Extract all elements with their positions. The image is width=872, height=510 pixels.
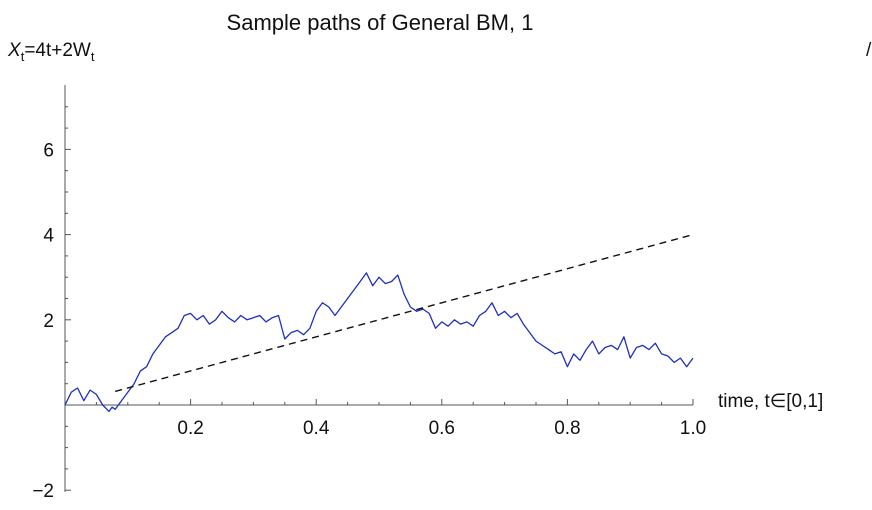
series-layer	[64, 233, 694, 413]
y-tick-label: −2	[32, 481, 54, 502]
y-label-var: X	[8, 40, 21, 61]
x-tick-label: 0.8	[554, 418, 580, 439]
y-tick-label: 6	[43, 140, 54, 161]
y-label-mid: =4t+2W	[24, 40, 91, 61]
y-axis-label: Xt=4t+2Wt	[8, 40, 94, 64]
y-label-sub-1: t	[20, 48, 25, 64]
x-tick-label: 0.2	[177, 418, 203, 439]
x-tick-label: 1.0	[680, 418, 706, 439]
sample-path-line	[64, 272, 694, 413]
x-tick-label: 0.4	[303, 418, 330, 439]
x-tick-label: 0.6	[429, 418, 455, 439]
y-tick-label: 4	[43, 226, 54, 247]
chart-title: Sample paths of General BM, 1	[226, 10, 534, 35]
y-tick-label: 2	[43, 311, 54, 332]
drift-line	[115, 233, 694, 393]
x-axis-label: time, t∈[0,1]	[718, 391, 823, 412]
y-label-sub-2: t	[90, 48, 95, 64]
ticks-layer: 0.2 0.4 0.6 0.8 1.0 −2 2 4 6	[32, 106, 706, 502]
stray-mark: /	[866, 40, 872, 61]
